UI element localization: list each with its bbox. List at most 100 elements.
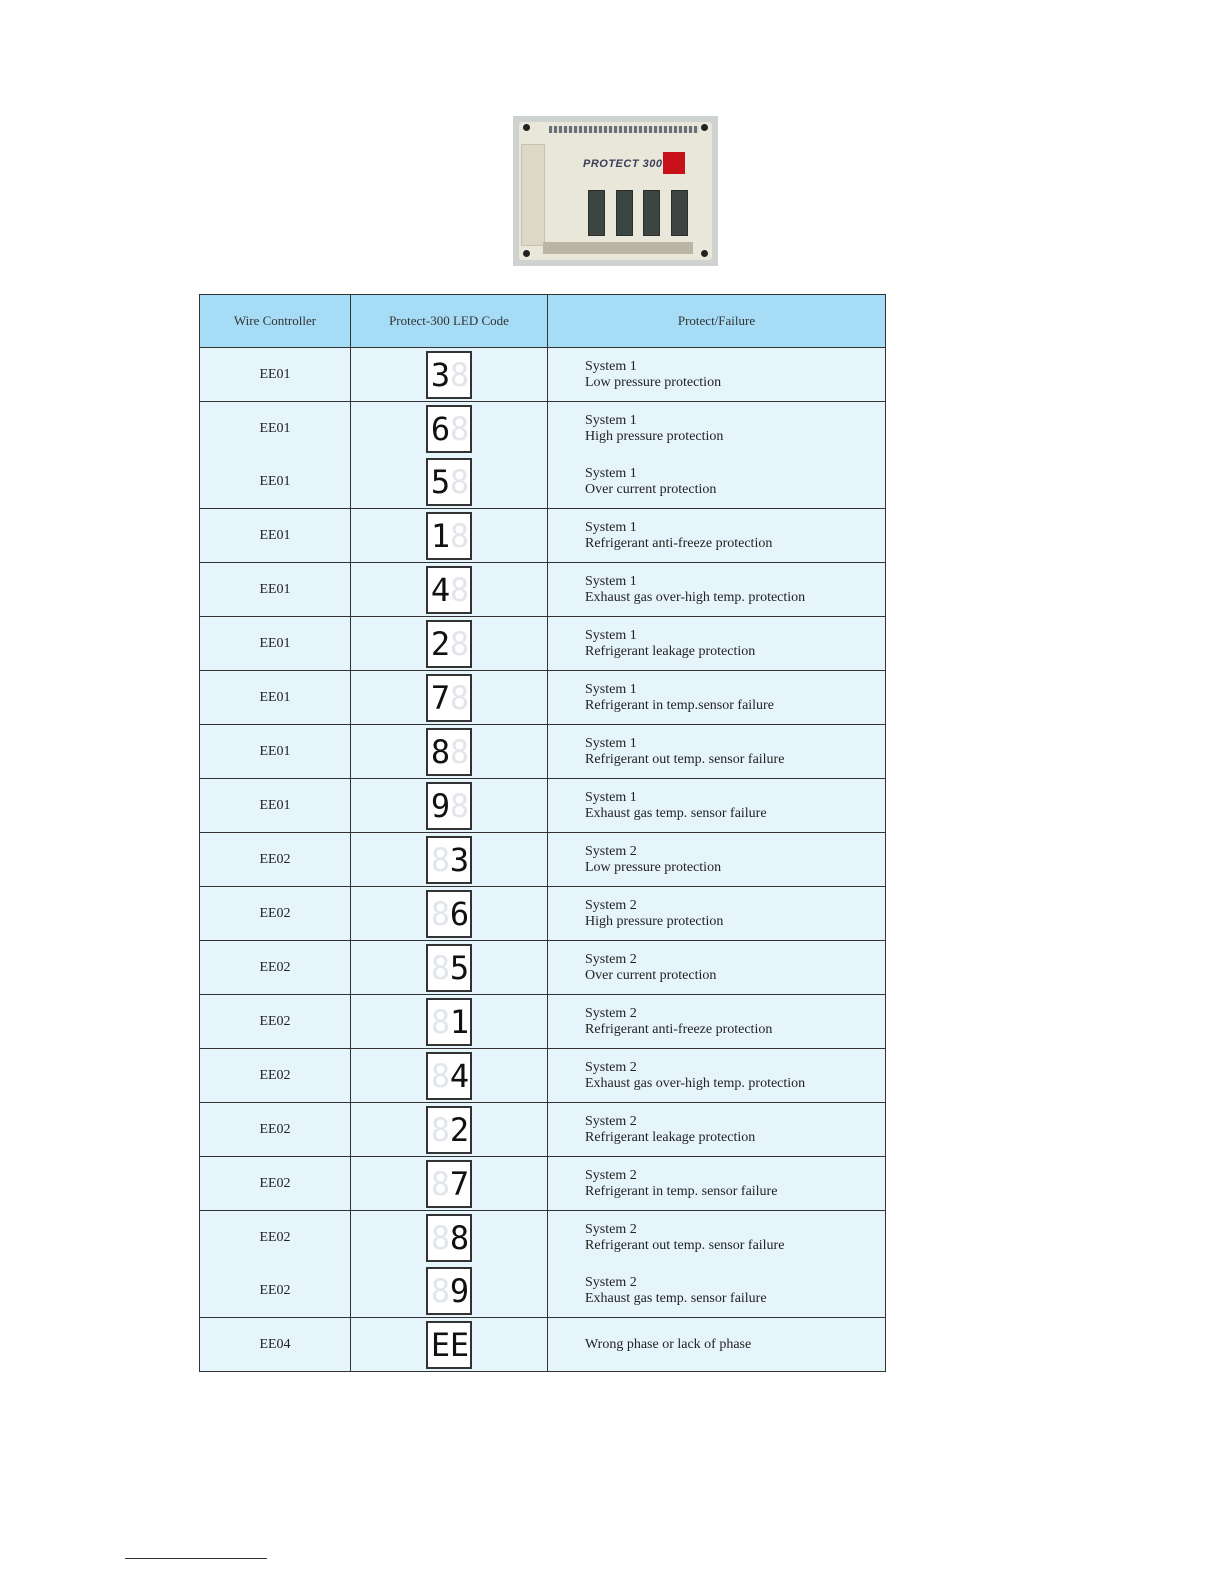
failure-text: Refrigerant out temp. sensor failure [585,1237,785,1253]
terminal-strip [549,126,699,133]
system-label: System 2 [585,951,637,967]
controller-code: EE02 [259,1229,291,1245]
protect-failure-cell: System 2 Over current protection [548,941,885,994]
led-digit: 4 [430,570,450,609]
failure-text: Refrigerant anti-freeze protection [585,535,773,551]
relay [671,190,688,236]
system-label: System 2 [585,1059,637,1075]
led-digit-off: 8 [449,355,469,394]
device-led-display [663,152,685,174]
failure-text: Wrong phase or lack of phase [585,1336,752,1352]
table-row: EE01 7 8 System 1 Refrigerant in temp.sensor… [200,671,885,725]
failure-description: System 2 Refrigerant anti-freeze protecti… [548,995,885,1048]
system-label: System 1 [585,519,637,535]
table-row: EE04 E E Wrong phase or lack of phase [200,1318,885,1372]
table-row: EE01 9 8 System 1 Exhaust gas temp. sensor f… [200,779,885,833]
protect-failure-cell: System 2 Exhaust gas over-high temp. prot… [548,1049,885,1102]
failure-description: System 1 High pressure protection [548,402,885,455]
controller-code: EE02 [259,959,291,975]
led-digit: 4 [449,1056,469,1095]
table-row: EE02 8 7 System 2 Refrigerant in temp. senso… [200,1157,885,1211]
failure-text: Refrigerant in temp. sensor failure [585,1183,778,1199]
led-digit-off: 8 [430,840,450,879]
led-digit: E [449,1325,469,1364]
failure-description: System 2 Exhaust gas over-high temp. prot… [548,1049,885,1102]
controller-code: EE02 [259,1175,291,1191]
controller-code: EE02 [259,851,291,867]
failure-description: System 2 High pressure protection [548,887,885,940]
failure-text: Exhaust gas temp. sensor failure [585,1290,767,1306]
header-wire-controller: Wire Controller [200,295,351,347]
system-label: System 1 [585,681,637,697]
system-label: System 1 [585,735,637,751]
table-row: EE02 8 1 System 2 Refrigerant anti-freeze pr… [200,995,885,1049]
system-label: System 1 [585,573,637,589]
wire-controller-cell: EE01 [200,348,351,401]
failure-description: System 2 Exhaust gas temp. sensor failure [548,1264,885,1317]
led-digit: 2 [449,1110,469,1149]
led-code-table: Wire Controller Protect-300 LED Code Pro… [199,294,886,1372]
table-header: Wire Controller Protect-300 LED Code Pro… [200,295,885,348]
header-led-code: Protect-300 LED Code [351,295,548,347]
screw-icon [523,124,530,131]
led-digit: 8 [430,732,450,771]
system-label: System 2 [585,1167,637,1183]
failure-text: Refrigerant leakage protection [585,643,756,659]
system-label: System 2 [585,1113,637,1129]
side-rail [521,144,545,246]
failure-description: System 1 Exhaust gas temp. sensor failure [548,779,885,832]
failure-description: System 1 Exhaust gas over-high temp. prot… [548,563,885,616]
wire-controller-cell: EE02 [200,1103,351,1156]
protect-failure-cell: System 1 Low pressure protection [548,348,885,401]
system-label: System 1 [585,412,637,428]
table-row: EE02 8 3 System 2 Low pressure protection [200,833,885,887]
wire-controller-cell: EE02 [200,1049,351,1102]
failure-description: System 1 Over current protection [548,455,885,508]
system-label: System 1 [585,358,637,374]
led-digit-off: 8 [449,570,469,609]
protect-failure-cell: System 1 Refrigerant leakage protection [548,617,885,670]
system-label: System 1 [585,465,637,481]
protect-failure-cell: System 1 Refrigerant in temp.sensor failu… [548,671,885,724]
wire-controller-cell: EE02 [200,1157,351,1210]
led-digit-off: 8 [430,1218,450,1257]
led-digit-off: 8 [430,1056,450,1095]
table-row: EE02 8 6 System 2 High pressure protection [200,887,885,941]
controller-code: EE02 [259,1067,291,1083]
wire-controller-cell: EE01 [200,671,351,724]
controller-code: EE01 [259,473,291,489]
led-digit: E [430,1325,450,1364]
wire-controller-cell: EE01 [200,617,351,670]
wire-controller-cell: EE01 EE01 [200,402,351,508]
led-digit-off: 8 [449,409,469,448]
system-label: System 1 [585,789,637,805]
protect-300-device-photo: PROTECT 300 [513,116,718,266]
controller-code: EE01 [259,797,291,813]
led-digit: 8 [449,1218,469,1257]
failure-text: Over current protection [585,967,717,983]
